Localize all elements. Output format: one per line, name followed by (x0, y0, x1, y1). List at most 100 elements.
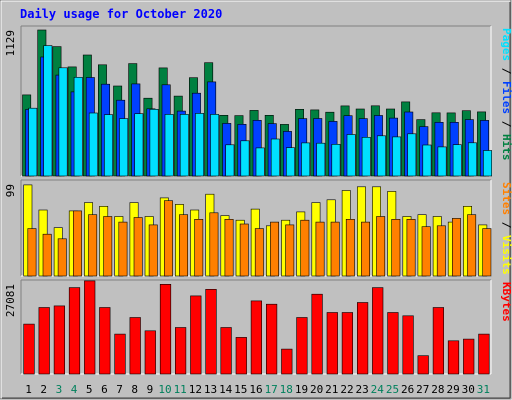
bar-kbytes-day-22 (341, 312, 354, 375)
bar-pages-day-8 (134, 113, 144, 177)
panel-kbytes-max-label: 27081 (4, 284, 17, 317)
bar-pages-day-19 (301, 142, 311, 177)
bar-pages-day-17 (270, 138, 280, 177)
bar-kbytes-day-28 (432, 307, 445, 375)
bar-kbytes-day-11 (175, 327, 187, 375)
bar-pages-day-29 (452, 144, 462, 177)
bar-pages-day-6 (104, 114, 114, 177)
bar-kbytes-day-9 (144, 330, 156, 375)
bar-sites-day-15 (239, 223, 249, 277)
day-label-8: 8 (131, 383, 138, 396)
bar-sites-day-1 (27, 228, 37, 277)
bar-pages-day-26 (407, 133, 417, 177)
bar-kbytes-day-21 (326, 312, 338, 375)
bar-kbytes-day-19 (296, 317, 308, 375)
day-label-1: 1 (25, 383, 32, 396)
day-label-26: 26 (401, 383, 414, 396)
bar-pages-day-25 (392, 136, 402, 177)
bar-pages-day-22 (346, 134, 356, 177)
bar-kbytes-day-6 (99, 307, 111, 375)
legend-separator: / (500, 215, 512, 235)
bar-sites-day-26 (406, 219, 416, 277)
bar-sites-day-9 (148, 224, 158, 277)
bar-kbytes-day-4 (68, 287, 81, 375)
bar-kbytes-day-27 (417, 355, 429, 375)
day-label-15: 15 (234, 383, 247, 396)
bar-kbytes-day-3 (53, 305, 65, 375)
bar-sites-day-6 (103, 216, 113, 277)
day-label-27: 27 (416, 383, 429, 396)
day-label-29: 29 (446, 383, 459, 396)
day-label-24: 24 (371, 383, 385, 396)
bar-kbytes-day-20 (311, 293, 323, 375)
series-kbytes (23, 280, 490, 375)
bar-pages-day-10 (164, 114, 174, 177)
bar-sites-day-24 (376, 216, 386, 277)
bar-pages-day-18 (285, 147, 295, 177)
bar-sites-day-17 (270, 221, 279, 277)
day-label-31: 31 (477, 383, 490, 396)
bar-pages-day-16 (255, 147, 265, 177)
bar-sites-day-30 (467, 214, 477, 277)
bar-sites-day-23 (361, 221, 370, 277)
panel-hits-files-pages-max-label: 1129 (4, 30, 17, 57)
bar-kbytes-day-16 (250, 300, 263, 375)
bar-pages-day-1 (28, 107, 38, 177)
bar-pages-day-24 (376, 135, 386, 177)
bar-kbytes-day-1 (23, 323, 35, 375)
bar-kbytes-day-24 (372, 287, 384, 375)
bar-sites-day-11 (179, 214, 188, 277)
bar-kbytes-day-31 (478, 333, 490, 375)
bar-kbytes-day-23 (356, 302, 369, 375)
day-label-5: 5 (86, 383, 93, 396)
bar-kbytes-day-8 (129, 317, 141, 375)
bar-sites-day-13 (209, 212, 219, 277)
bar-kbytes-day-10 (159, 283, 172, 375)
legend-hits: Hits (500, 134, 512, 161)
day-labels: 1 2 3 4 5 6 7 8 9 10 11 12 13 14 15 16 17 18 19 20 21 22 23 24 2… (25, 383, 490, 396)
bar-sites-day-18 (285, 224, 295, 277)
bar-sites-day-29 (451, 218, 461, 277)
panel-hits-files-pages-legend: Pages / Files / Hits (500, 28, 512, 161)
bar-pages-day-12 (195, 113, 204, 177)
day-label-9: 9 (147, 383, 154, 396)
bar-sites-day-19 (300, 219, 310, 277)
bar-pages-day-31 (483, 150, 492, 177)
day-label-22: 22 (340, 383, 353, 396)
day-label-16: 16 (249, 383, 262, 396)
bar-pages-day-2 (43, 45, 53, 177)
legend-files: Files (500, 81, 512, 114)
legend-sites: Sites (500, 182, 512, 215)
bar-pages-day-15 (240, 140, 250, 177)
bar-sites-day-12 (194, 219, 204, 277)
legend-separator: / (500, 61, 512, 81)
day-label-13: 13 (204, 383, 217, 396)
bar-sites-day-31 (482, 228, 492, 277)
bar-kbytes-day-30 (463, 338, 475, 375)
bar-pages-day-11 (179, 114, 189, 177)
bar-pages-day-27 (422, 144, 432, 177)
day-label-28: 28 (431, 383, 444, 396)
bar-kbytes-day-18 (281, 348, 293, 375)
bar-kbytes-day-15 (235, 337, 247, 375)
day-label-19: 19 (295, 383, 308, 396)
legend-visits: Visits (500, 235, 512, 275)
bar-sites-day-16 (254, 228, 264, 277)
day-label-21: 21 (325, 383, 338, 396)
bar-sites-day-7 (118, 221, 128, 277)
bar-pages-day-4 (73, 77, 83, 177)
day-label-17: 17 (265, 383, 278, 396)
bar-sites-day-27 (421, 226, 431, 277)
day-label-10: 10 (158, 383, 171, 396)
day-label-11: 11 (174, 383, 187, 396)
series-pages (28, 45, 492, 177)
panel-visits-sites: 99 Sites / Visits (4, 179, 512, 277)
day-label-14: 14 (219, 383, 233, 396)
bar-kbytes-day-5 (84, 280, 96, 375)
bar-pages-day-13 (210, 114, 220, 177)
day-label-6: 6 (101, 383, 108, 396)
bar-pages-day-28 (437, 146, 447, 177)
bar-sites-day-14 (224, 219, 234, 277)
